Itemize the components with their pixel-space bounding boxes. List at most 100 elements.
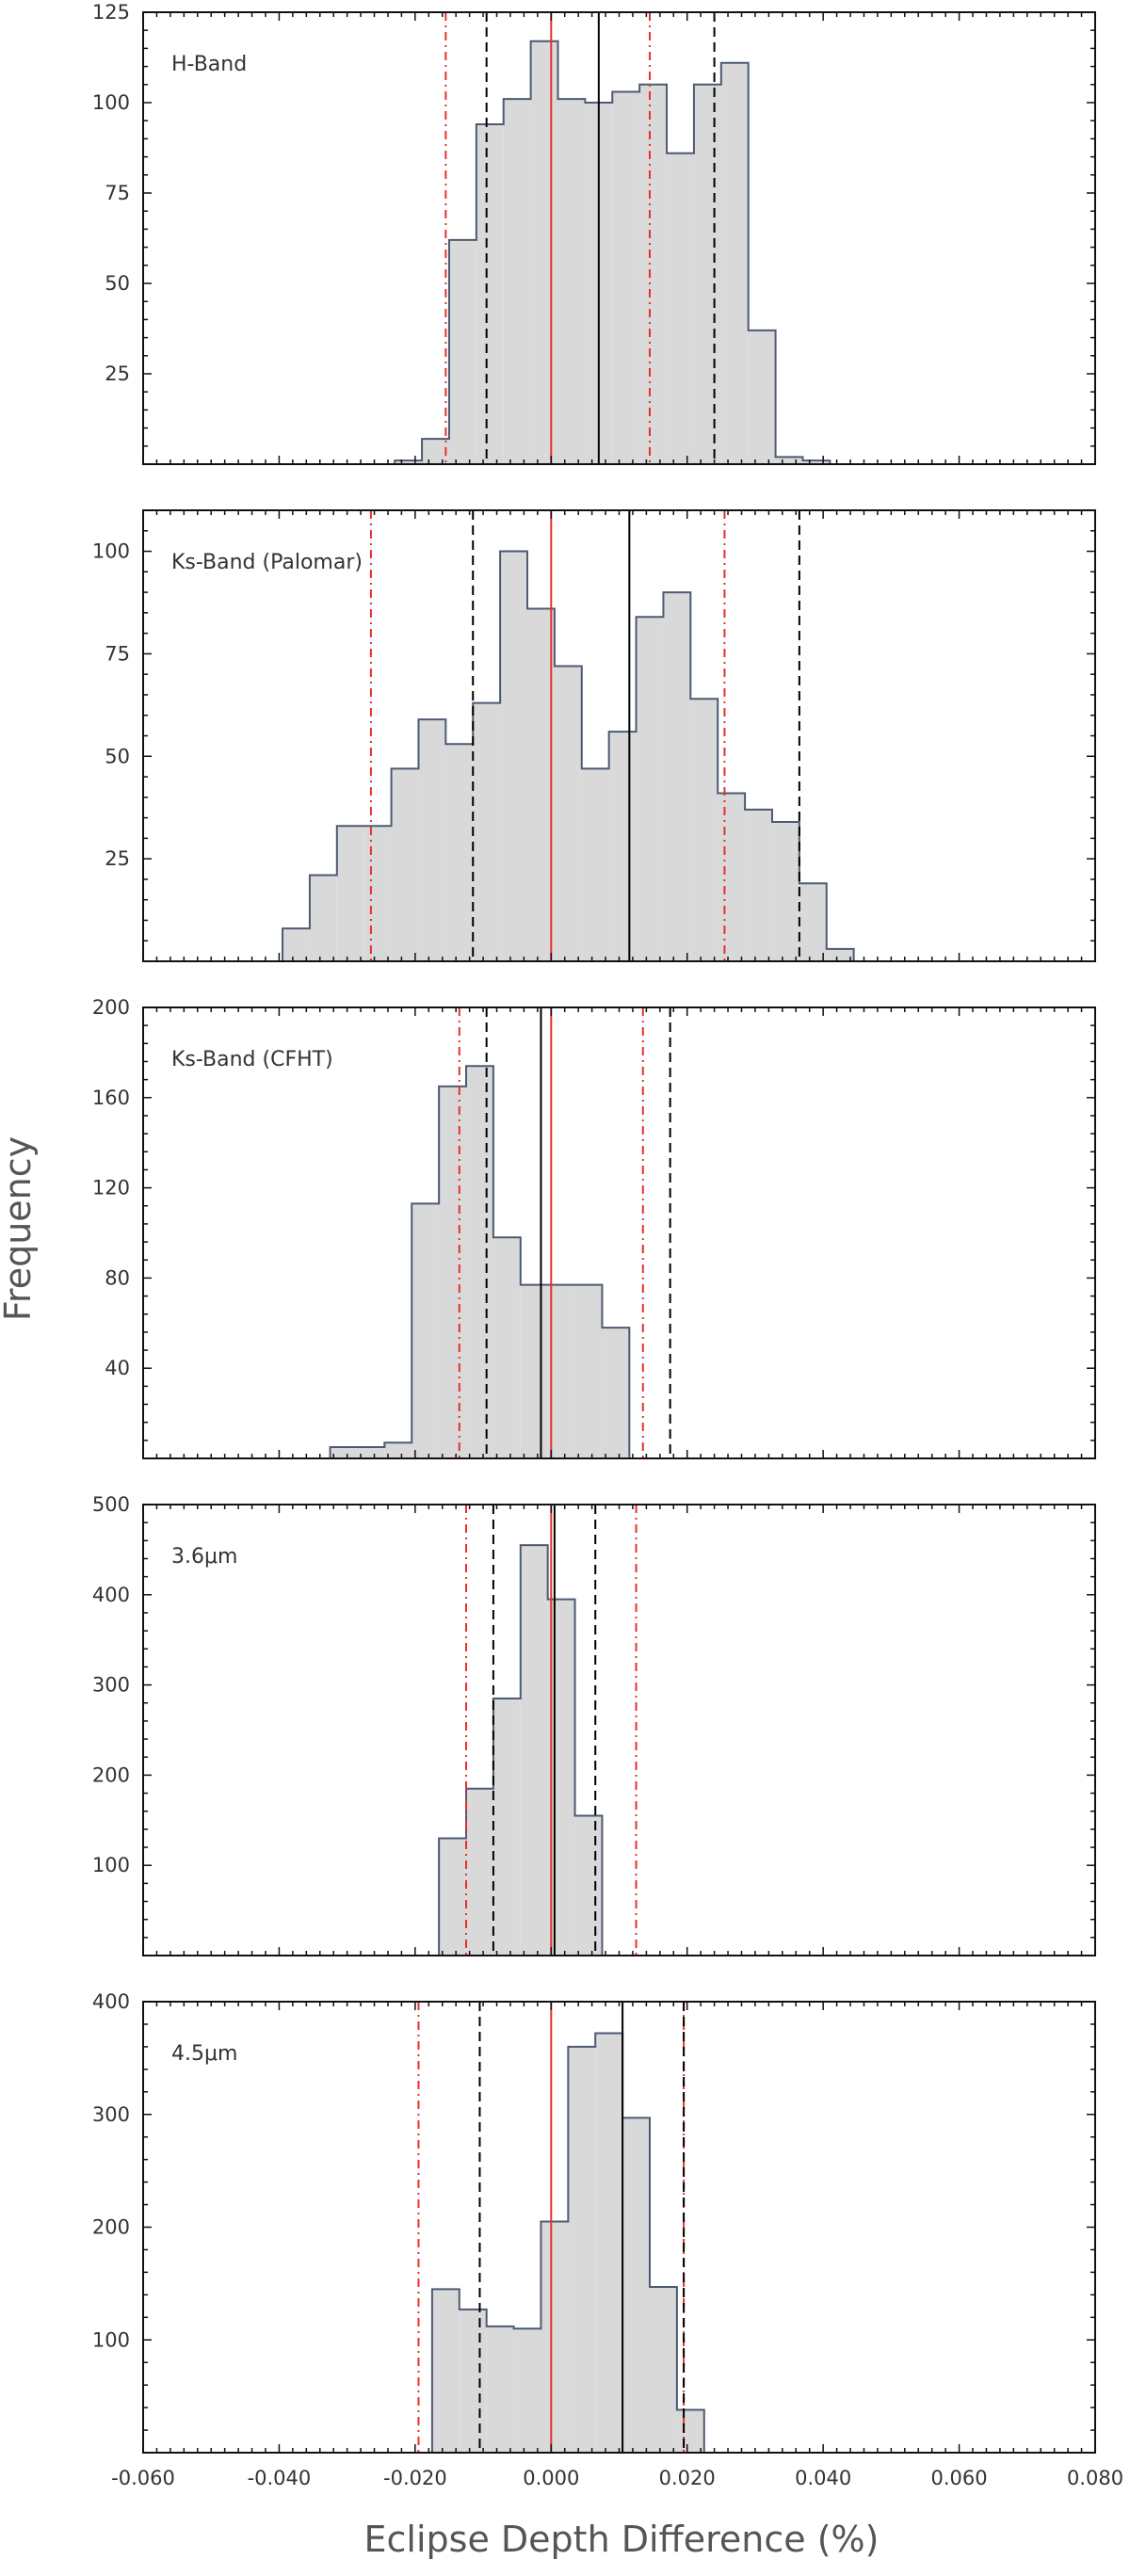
histogram-bar — [568, 2046, 596, 2453]
y-tick-label: 100 — [92, 91, 130, 114]
histogram-bar — [513, 2328, 541, 2453]
y-tick-label: 25 — [105, 362, 130, 385]
histogram-bar — [690, 699, 718, 961]
x-tick-labels: -0.060 -0.040 -0.020 0.000 0.020 0.040 0.060 0.… — [111, 2467, 1123, 2489]
y-tick-label: 300 — [92, 2103, 130, 2126]
panel-1: 25 50 75 100 125 H-Band — [92, 1, 1096, 465]
panel-label: Ks-Band (Palomar) — [171, 551, 363, 574]
histogram-bar — [554, 666, 582, 961]
histogram-bar — [412, 1203, 440, 1458]
histogram-bar — [391, 768, 419, 961]
y-axis-title: Frequency — [0, 1136, 39, 1321]
histogram-outline — [438, 1544, 604, 1956]
histogram-outline — [430, 2032, 705, 2453]
x-tick-label: 0.020 — [659, 2467, 716, 2489]
histogram-outline — [394, 40, 831, 464]
panels-group: 25 50 75 100 125 H-Band 25 50 75 100 Ks-Band (Palo… — [92, 1, 1096, 2454]
histogram-bar — [309, 875, 337, 961]
x-tick-label: 0.000 — [523, 2467, 579, 2489]
histogram-bar — [418, 719, 446, 961]
histogram-bar — [602, 1328, 630, 1458]
y-tick-label: 75 — [105, 182, 130, 204]
panel-label: 3.6μm — [171, 1545, 237, 1569]
histogram-bar — [503, 99, 531, 464]
histogram-bar — [574, 1815, 603, 1956]
histogram-bar — [530, 40, 558, 464]
y-tick-label: 500 — [92, 1493, 130, 1516]
y-tick-label: 400 — [92, 1584, 130, 1606]
y-tick-label: 160 — [92, 1087, 130, 1109]
panel-3: 40 80 120 160 200 Ks-Band (CFHT) — [92, 996, 1096, 1459]
x-tick-label: -0.020 — [383, 2467, 447, 2489]
histogram-bar — [439, 1838, 467, 1956]
histogram-bar — [459, 2309, 487, 2453]
y-tick-label: 200 — [92, 2216, 130, 2239]
histogram-bar — [720, 62, 749, 464]
histogram-bar — [581, 768, 609, 961]
y-tick-label: 80 — [105, 1266, 130, 1289]
histogram-bar — [636, 617, 664, 961]
panel-label: H-Band — [171, 53, 247, 76]
y-tick-label: 400 — [92, 1990, 130, 2013]
histogram-bar — [622, 2117, 650, 2453]
histogram-bar — [775, 457, 803, 464]
y-tick-label: 100 — [92, 540, 130, 563]
histogram-bar — [826, 948, 854, 961]
x-tick-label: 0.040 — [795, 2467, 851, 2489]
y-tick-label: 25 — [105, 847, 130, 870]
panel-2: 25 50 75 100 Ks-Band (Palomar) — [92, 509, 1096, 962]
histogram-bar — [395, 460, 423, 464]
histogram-bar — [667, 153, 694, 464]
histogram-bar — [595, 2033, 623, 2453]
histogram-bar — [422, 439, 449, 464]
histogram-bar — [771, 821, 799, 961]
histogram-bar — [557, 99, 586, 464]
histogram-bar — [547, 1284, 575, 1458]
histogram-bar — [363, 826, 392, 961]
histogram-bar — [492, 1237, 521, 1458]
histogram-bar — [448, 239, 476, 464]
histogram-bar — [663, 592, 691, 961]
y-tick-label: 100 — [92, 2328, 130, 2351]
y-tick-label: 120 — [92, 1177, 130, 1199]
histogram-outline — [282, 550, 855, 961]
panel-4: 100 200 300 400 500 3.6μm — [92, 1493, 1096, 1956]
histogram-bar — [520, 1284, 548, 1458]
histogram-bar — [384, 1442, 412, 1458]
axes-frame — [142, 1504, 1096, 1956]
histogram-bar — [439, 1086, 467, 1458]
histogram-bar — [649, 2286, 677, 2453]
histogram-bar — [476, 124, 504, 465]
x-tick-label: -0.060 — [111, 2467, 175, 2489]
y-tick-label: 300 — [92, 1674, 130, 1697]
histogram-bar — [676, 2409, 704, 2453]
y-tick-label: 100 — [92, 1854, 130, 1876]
histogram-bar — [492, 1698, 521, 1956]
x-tick-label: -0.040 — [248, 2467, 312, 2489]
histogram-bar — [330, 1447, 358, 1458]
histogram-bar — [282, 928, 310, 961]
histogram-bar — [693, 84, 721, 465]
histogram-bar — [574, 1284, 603, 1458]
histogram-bar — [748, 330, 776, 464]
histogram-bar — [718, 793, 746, 961]
y-tick-label: 40 — [105, 1357, 130, 1379]
histogram-bar — [445, 744, 474, 961]
y-tick-label: 200 — [92, 996, 130, 1019]
histogram-bar — [520, 1545, 548, 1956]
histogram-bar — [336, 826, 364, 961]
y-tick-label: 75 — [105, 642, 130, 665]
histogram-bar — [799, 883, 827, 961]
histogram-bar — [541, 2221, 569, 2453]
x-axis-title: Eclipse Depth Difference (%) — [364, 2519, 880, 2560]
histogram-bar — [431, 2289, 460, 2453]
panel-5: 100 200 300 400 4.5μm — [92, 1990, 1096, 2454]
y-tick-label: 125 — [92, 1, 130, 24]
histogram-bar — [612, 91, 640, 464]
histogram-bar — [357, 1447, 385, 1458]
panel-label: Ks-Band (CFHT) — [171, 1048, 333, 1071]
histogram-bar — [473, 702, 501, 961]
y-tick-label: 50 — [105, 745, 130, 767]
histogram-bar — [639, 84, 668, 465]
